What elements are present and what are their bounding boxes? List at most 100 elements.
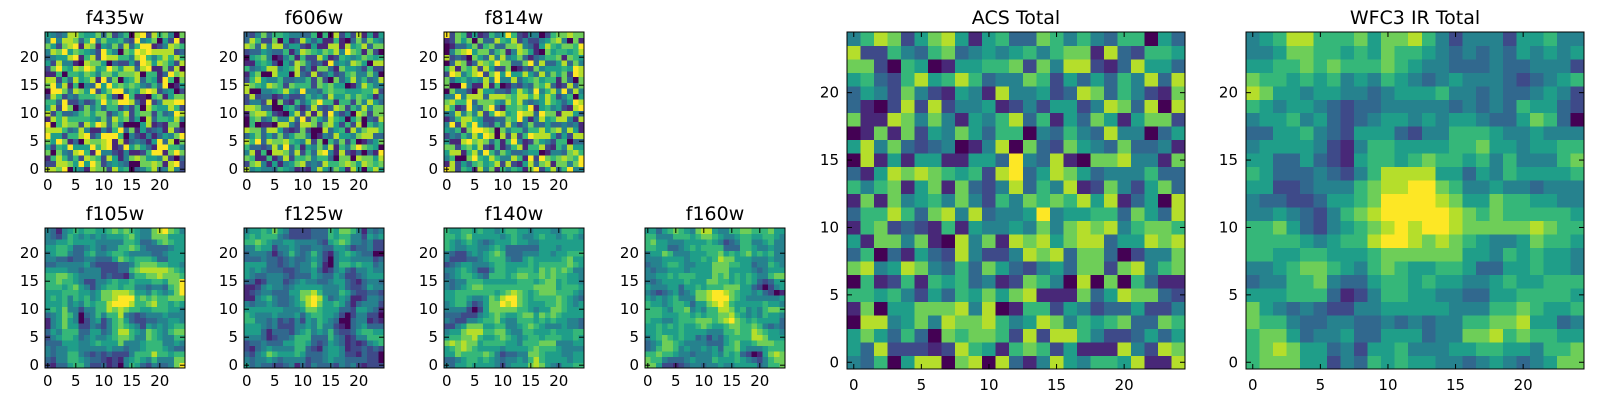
heatmap-cell xyxy=(1157,193,1172,208)
heatmap-cell xyxy=(505,71,512,78)
heatmap-cell xyxy=(361,48,368,55)
heatmap-cell xyxy=(244,244,250,251)
heatmap-cell xyxy=(344,138,351,145)
heatmap-cell xyxy=(712,340,719,346)
heatmap-cell xyxy=(260,351,267,358)
heatmap-cell xyxy=(516,345,523,352)
heatmap-cell xyxy=(266,104,273,111)
heatmap-cell xyxy=(488,149,495,156)
heatmap-cell xyxy=(717,272,724,279)
heatmap-cell xyxy=(650,289,657,296)
heatmap-cell xyxy=(695,239,702,246)
heatmap-cell xyxy=(244,127,250,134)
heatmap-cell xyxy=(277,250,284,257)
heatmap-cell xyxy=(61,144,68,150)
heatmap-cell xyxy=(701,250,707,257)
heatmap-cell xyxy=(244,76,250,83)
heatmap-cell xyxy=(460,127,467,134)
heatmap-cell xyxy=(249,334,256,341)
heatmap-cell xyxy=(311,144,318,150)
heatmap-cell xyxy=(288,334,295,341)
heatmap-cell xyxy=(266,127,273,134)
heatmap-cell xyxy=(874,288,888,302)
heatmap-cell xyxy=(460,340,467,346)
heatmap-cell xyxy=(356,340,362,346)
heatmap-cell xyxy=(572,48,579,55)
heatmap-cell xyxy=(333,362,340,369)
heatmap-cell xyxy=(173,138,180,145)
heatmap-cell xyxy=(162,54,169,61)
heatmap-cell xyxy=(134,295,141,302)
heatmap-cell xyxy=(874,153,888,168)
heatmap-cell xyxy=(477,317,484,324)
heatmap-cell xyxy=(982,166,997,181)
heatmap-cell xyxy=(533,239,540,246)
heatmap-cell xyxy=(249,82,256,89)
heatmap-cell xyxy=(101,76,107,83)
heatmap-cell xyxy=(968,220,983,235)
heatmap-cell xyxy=(333,256,340,262)
heatmap-cell xyxy=(356,104,362,111)
heatmap-cell xyxy=(914,288,929,302)
heatmap-cell xyxy=(578,144,585,150)
heatmap-cell xyxy=(455,160,462,167)
heatmap-cell xyxy=(650,351,657,358)
y-tick-label: 10 xyxy=(419,104,438,122)
heatmap-cell xyxy=(272,54,278,61)
heatmap-cell xyxy=(288,244,295,251)
heatmap-cell xyxy=(244,328,250,335)
heatmap-cell xyxy=(129,71,135,78)
heatmap-cell xyxy=(157,289,163,296)
heatmap-cell xyxy=(860,220,875,235)
heatmap-cell xyxy=(667,278,674,285)
heatmap-cell xyxy=(140,295,147,302)
heatmap-cell xyxy=(140,82,147,89)
heatmap-cell xyxy=(477,267,484,274)
heatmap-cell xyxy=(361,71,368,78)
heatmap-cell xyxy=(134,144,141,150)
heatmap-cell xyxy=(140,144,147,150)
heatmap-cell xyxy=(367,244,374,251)
heatmap-cell xyxy=(483,65,490,72)
heatmap-cell xyxy=(444,76,450,83)
heatmap-cell xyxy=(550,116,557,122)
heatmap-cell xyxy=(294,144,301,150)
heatmap-cell xyxy=(768,250,775,257)
heatmap-cell xyxy=(1130,180,1145,195)
heatmap-cell xyxy=(288,356,295,363)
heatmap-cell xyxy=(50,334,57,341)
heatmap-cell xyxy=(511,149,518,156)
heatmap-cell xyxy=(300,121,306,128)
heatmap-cell xyxy=(449,289,456,296)
heatmap-cell xyxy=(300,43,306,50)
heatmap-cell xyxy=(372,93,379,100)
heatmap-cell xyxy=(572,345,579,352)
heatmap-cell xyxy=(500,93,506,100)
y-tick-label: 5 xyxy=(29,328,39,346)
heatmap-cell xyxy=(45,99,51,106)
heatmap-cell xyxy=(701,278,707,285)
heatmap-cell xyxy=(106,284,113,290)
heatmap-cell xyxy=(995,180,1010,195)
heatmap-cell xyxy=(689,362,696,369)
heatmap-cell xyxy=(550,144,557,150)
heatmap-cell xyxy=(1117,328,1132,343)
heatmap-cell xyxy=(455,93,462,100)
heatmap-cell xyxy=(544,65,551,72)
heatmap-cell xyxy=(266,289,273,296)
heatmap-cell xyxy=(106,345,113,352)
heatmap-cell xyxy=(95,138,102,145)
heatmap-cell xyxy=(661,356,668,363)
heatmap-cell xyxy=(179,144,186,150)
heatmap-cell xyxy=(740,295,747,302)
heatmap-cell xyxy=(740,272,747,279)
heatmap-cell xyxy=(460,43,467,50)
heatmap-cell xyxy=(1076,207,1091,222)
heatmap-cell xyxy=(494,155,501,162)
heatmap-cell xyxy=(488,362,495,369)
heatmap-cell xyxy=(288,110,295,117)
heatmap-cell xyxy=(266,239,273,246)
heatmap-cell xyxy=(477,99,484,106)
heatmap-cell xyxy=(89,345,96,352)
heatmap-cell xyxy=(472,345,478,352)
